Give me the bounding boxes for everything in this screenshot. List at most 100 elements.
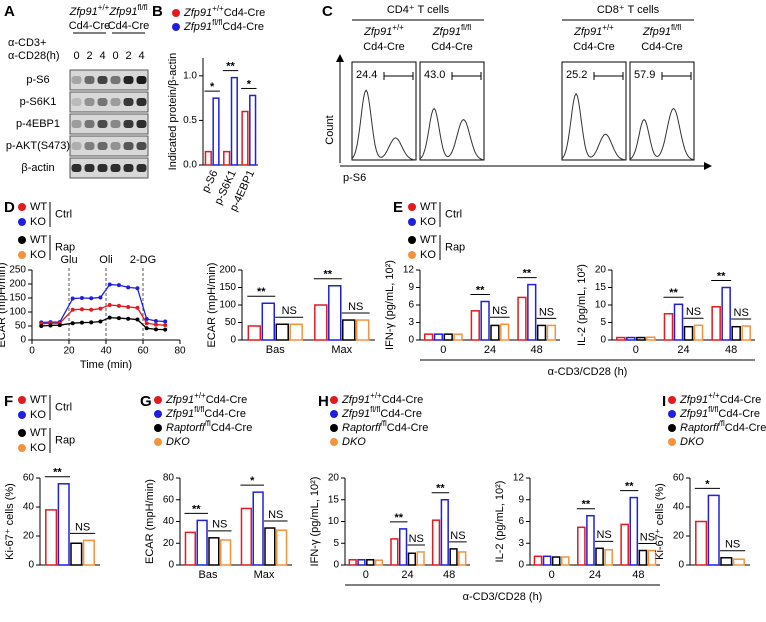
y-axis-label: IFN-γ (pg/mL, 10²) (309, 477, 321, 567)
bar (647, 549, 657, 566)
bar (542, 555, 552, 566)
marker-label: Oli (99, 254, 112, 266)
x-tick-label: 48 (725, 344, 737, 356)
bar (196, 519, 208, 566)
bar (220, 539, 232, 566)
group-label: Zfp91+/+ (69, 3, 110, 18)
legend-label: WT (30, 394, 47, 406)
treatment-label: α-CD28(h) (8, 50, 60, 62)
x-tick-label: 80 (174, 346, 186, 357)
bar (586, 514, 595, 566)
time-label: 0 (73, 50, 79, 62)
point (89, 296, 94, 301)
point (79, 320, 84, 325)
point (107, 303, 112, 307)
bar (82, 539, 95, 566)
legend-label: Zfp91+/+Cd4-Cre (679, 391, 761, 406)
group-label: Cd4-Cre (108, 20, 150, 32)
sample-label: Zfp91fl/fl (432, 23, 472, 38)
bar (57, 483, 70, 566)
row-label: p-AKT(S473) (6, 140, 70, 152)
row-label: p-S6K1 (20, 96, 57, 108)
bar (348, 559, 357, 566)
significance-label: * (705, 478, 710, 490)
y-axis-label: Ki-67⁺ cells (%) (654, 483, 666, 560)
bar (480, 300, 490, 341)
point (98, 295, 103, 300)
point (107, 315, 112, 320)
significance-label: ** (226, 61, 235, 73)
blot-band (123, 164, 134, 172)
x-tick-label: 24 (677, 344, 689, 356)
bar (533, 555, 543, 566)
significance-label: ** (324, 269, 333, 281)
bar (204, 150, 212, 166)
sample-label: Zfp91+/+ (573, 23, 614, 38)
significance-label: * (247, 78, 252, 90)
significance-label: NS (450, 530, 465, 542)
blot-band (84, 98, 95, 106)
marker-label: 2-DG (130, 254, 156, 266)
legend-marker (668, 424, 676, 432)
x-tick-label: 0 (633, 344, 639, 356)
blot-strip (69, 69, 149, 91)
y-axis-label: Ki-67⁺ cells (%) (4, 483, 16, 560)
blot-band (71, 142, 82, 150)
bar (595, 547, 604, 566)
legend-marker (408, 218, 416, 226)
blot-band (136, 120, 147, 128)
bar (328, 285, 342, 341)
y-axis-label: ECAR (mpH/min) (206, 263, 218, 348)
sample-label: Cd4-Cre (363, 41, 405, 53)
x-axis-label: α-CD3/CD28 (h) (463, 591, 543, 603)
histogram-curve (629, 107, 695, 161)
significance-label: NS (539, 306, 554, 318)
y-tick-label: 20 (673, 531, 685, 542)
sample-label: Cd4-Cre (431, 41, 473, 53)
legend-label: Zfp91+/+Cd4-Cre (341, 391, 423, 406)
point (135, 286, 140, 291)
bar (399, 528, 408, 566)
point (98, 319, 103, 324)
legend-marker (18, 236, 26, 244)
y-tick-label: 12 (403, 265, 415, 276)
point (135, 317, 140, 322)
x-axis-label: Time (min) (80, 359, 132, 371)
legend-label: Zfp91fl/flCd4-Cre (341, 405, 422, 420)
bar (407, 552, 416, 566)
significance-label: NS (596, 529, 611, 541)
y-tick-label: 6 (518, 516, 524, 527)
legend-marker (408, 251, 416, 259)
point (79, 307, 84, 312)
x-tick-label: 0 (29, 346, 35, 357)
histogram-curve (561, 92, 627, 161)
bar (184, 531, 196, 566)
gate-value: 43.0 (424, 69, 445, 81)
x-tick-label: 0 (440, 344, 446, 356)
y-tick-label: 20 (595, 265, 607, 276)
legend-marker (330, 438, 338, 446)
histogram-frame (419, 61, 485, 161)
histogram-frame (561, 61, 627, 161)
y-tick-label: 40 (23, 502, 35, 513)
point (57, 323, 62, 328)
y-tick-label: 80 (163, 473, 175, 484)
y-tick-label: 3 (518, 538, 524, 549)
x-axis-label: α-CD3/CD28 (h) (548, 366, 628, 378)
y-tick-label: 250 (9, 265, 26, 276)
significance-label: NS (686, 306, 701, 318)
y-tick-label: 1.0 (183, 70, 197, 81)
x-tick-label: 24 (589, 569, 601, 581)
y-tick-label: 100 (9, 307, 26, 318)
bar (431, 519, 441, 566)
row-label: p-S6 (26, 74, 49, 86)
blot-band (97, 76, 108, 84)
legend-label: Raptorfl/flCd4-Cre (342, 419, 428, 434)
bar (366, 559, 375, 566)
bar (720, 557, 733, 566)
panel-letter: E (393, 199, 403, 216)
legend-marker (18, 203, 26, 211)
y-axis-label: ECAR (mpH/min) (144, 479, 156, 564)
legend-marker (330, 396, 338, 404)
